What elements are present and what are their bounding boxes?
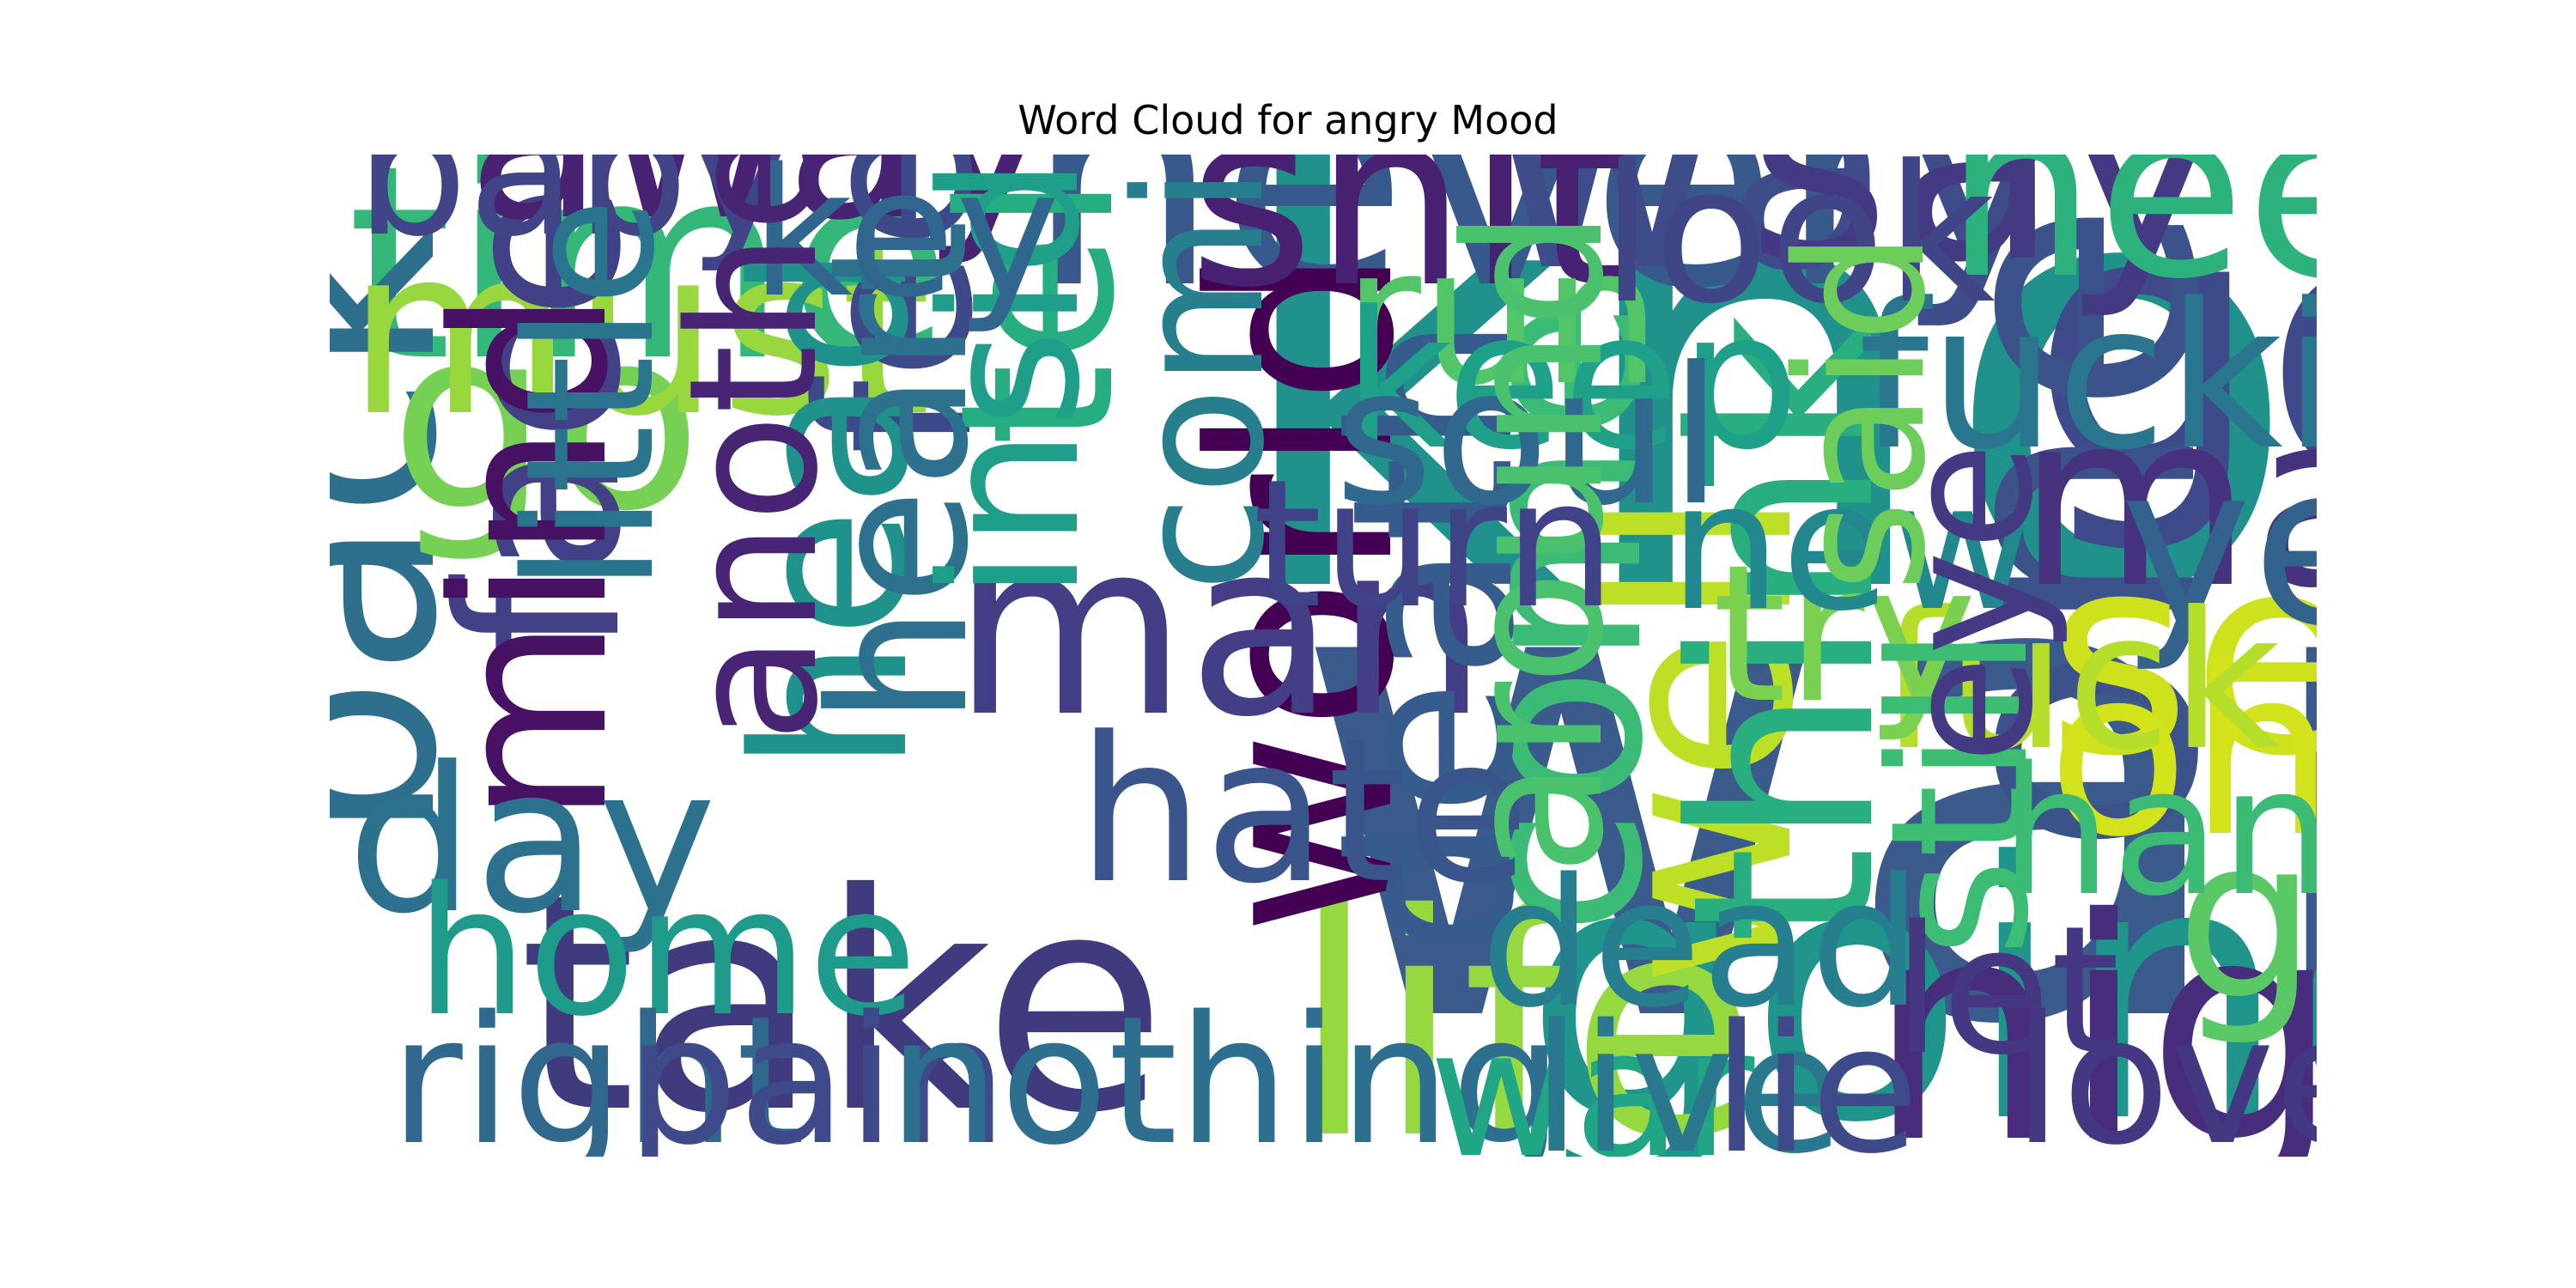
- word-lie: lie: [1712, 987, 1919, 1157]
- word-home: home: [416, 849, 917, 1055]
- word-away: away: [467, 155, 1054, 270]
- word-around: around: [1425, 209, 1646, 876]
- word-hate: hate: [1077, 695, 1529, 928]
- word-war: war: [1429, 991, 1755, 1157]
- word-let: let: [1893, 888, 2120, 1094]
- word-turn: turn: [1253, 441, 1616, 647]
- word-never: never: [1025, 155, 1907, 356]
- word-way: way: [1489, 155, 2063, 334]
- word-going: going: [1523, 788, 2317, 1157]
- word-look: look: [1601, 155, 1996, 346]
- word-soul: soul: [1334, 327, 1722, 548]
- word-inside: inside: [902, 155, 1122, 601]
- word-god: god: [2176, 791, 2317, 1049]
- word-oh: oh: [2047, 617, 2317, 888]
- word-know: know: [1223, 155, 2317, 724]
- word-right: right: [390, 978, 805, 1157]
- word-go: go: [390, 274, 702, 566]
- word-another: another: [651, 155, 857, 743]
- word-heart: heart: [790, 220, 1011, 726]
- word-tell: tell: [915, 155, 1162, 447]
- word-man: man: [952, 489, 1488, 770]
- word-night: night: [1867, 854, 2317, 1157]
- word-want: want: [1287, 392, 2317, 1157]
- word-nothing: nothing: [888, 978, 1563, 1157]
- word-keep: keep: [1343, 271, 1800, 492]
- word-try: try: [1712, 525, 1977, 745]
- chart-title: Word Cloud for angry Mood: [1018, 97, 1558, 143]
- word-think: think: [1638, 313, 1930, 945]
- word-head: head: [709, 243, 956, 773]
- word-key: key: [750, 155, 1060, 337]
- word-dead: dead: [1480, 841, 1923, 1047]
- word-one: one: [1865, 198, 2277, 859]
- word-cloud-svg: wantknowgotonegoing never life night take way…: [330, 155, 2317, 1157]
- word-come: come: [1424, 298, 1694, 936]
- word-world: world: [1157, 246, 1449, 936]
- word-face: face: [412, 183, 671, 657]
- word-shit: shit: [1188, 155, 1629, 341]
- word-fuck: fuck: [1880, 572, 2281, 793]
- word-well: well: [1557, 489, 1849, 987]
- word-must: must: [347, 197, 932, 467]
- word-take: take: [519, 830, 1167, 1157]
- word-feel: feel: [774, 155, 1020, 455]
- word-day: day: [347, 725, 716, 958]
- word-fucking: fucking: [1858, 261, 2317, 495]
- word-mind: mind: [409, 289, 655, 824]
- word-baby: baby: [355, 155, 793, 276]
- word-see: see: [2047, 495, 2317, 817]
- word-life: life: [1291, 850, 1759, 1157]
- word-hand: hand: [2000, 729, 2317, 935]
- word-little: little: [488, 197, 694, 592]
- word-time: time: [347, 155, 952, 420]
- word-need: need: [1944, 155, 2317, 332]
- word-still: still: [1850, 626, 2071, 957]
- word-pain: pain: [626, 978, 1008, 1157]
- word-back: back: [330, 225, 495, 841]
- word-love: love: [2013, 978, 2317, 1157]
- word-live: live: [1532, 987, 1844, 1157]
- word-run: run: [1343, 207, 1662, 428]
- word-got: got: [2030, 155, 2317, 559]
- word-death: death: [1305, 315, 1564, 957]
- word-yeah: yeah: [2120, 417, 2317, 676]
- word-eye: eye: [1866, 442, 2072, 764]
- word-said: said: [1759, 230, 1965, 592]
- word-say: say: [1747, 155, 2224, 323]
- word-cloud-panel: wantknowgotonegoing never life night take way…: [330, 155, 2317, 1157]
- word-coming: coming: [1097, 155, 1303, 592]
- word-new: new: [1669, 444, 2035, 650]
- word-make: make: [2017, 361, 2317, 641]
